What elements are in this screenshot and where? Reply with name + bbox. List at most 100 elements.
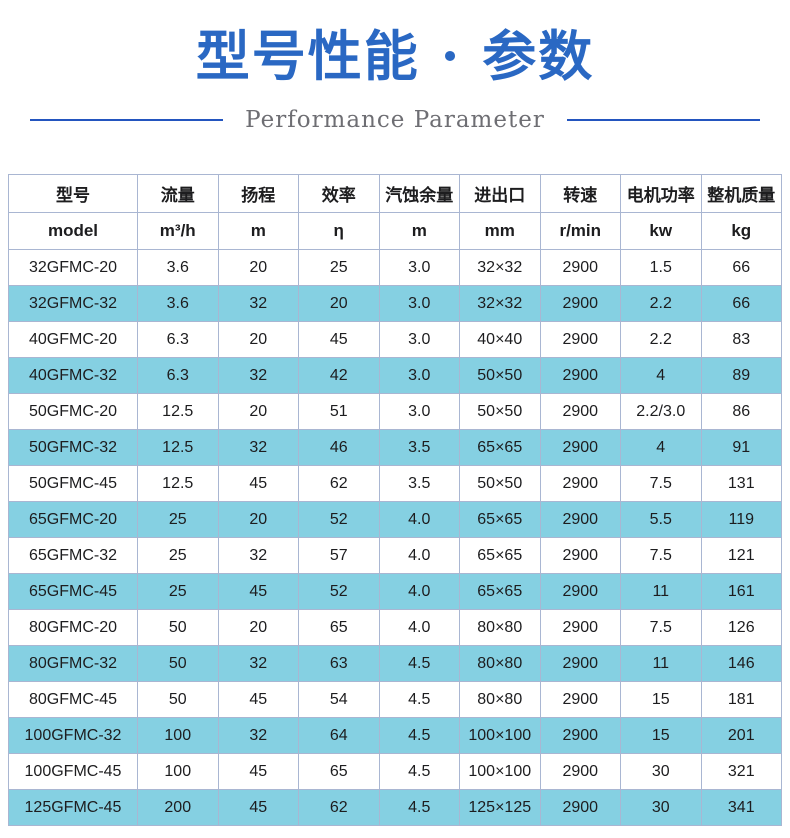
table-cell: 15 xyxy=(620,717,702,754)
table-cell: 2900 xyxy=(539,753,621,790)
model-cell: 100GFMC-32 xyxy=(8,717,138,754)
table-cell: 2900 xyxy=(539,285,621,322)
model-cell: 50GFMC-32 xyxy=(8,429,138,466)
table-cell: 3.5 xyxy=(378,465,460,502)
column-header: 型号 xyxy=(8,174,138,213)
model-cell: 80GFMC-45 xyxy=(8,681,138,718)
column-header: 流量 xyxy=(137,174,219,213)
table-cell: 50×50 xyxy=(459,465,541,502)
model-cell: 65GFMC-32 xyxy=(8,537,138,574)
table-cell: 1.5 xyxy=(620,249,702,286)
table-cell: 12.5 xyxy=(137,465,219,502)
table-row: 65GFMC-20 25 20 52 4.0 65×65 2900 5.5 119 xyxy=(8,501,782,538)
table-cell: 80×80 xyxy=(459,645,541,682)
table-cell: 80×80 xyxy=(459,681,541,718)
table-cell: 2.2 xyxy=(620,285,702,322)
table-cell: 15 xyxy=(620,681,702,718)
table-row: 80GFMC-32 50 32 63 4.5 80×80 2900 11 146 xyxy=(8,645,782,682)
table-cell: 11 xyxy=(620,573,702,610)
table-row: 40GFMC-32 6.3 32 42 3.0 50×50 2900 4 89 xyxy=(8,357,782,394)
table-cell: 321 xyxy=(700,753,782,790)
table-cell: 25 xyxy=(298,249,380,286)
table-cell: 2900 xyxy=(539,429,621,466)
table-cell: 45 xyxy=(217,789,299,826)
table-cell: 89 xyxy=(700,357,782,394)
table-cell: 50 xyxy=(137,681,219,718)
column-header: 整机质量 xyxy=(700,174,782,213)
table-cell: 25 xyxy=(137,537,219,574)
table-cell: 11 xyxy=(620,645,702,682)
table-cell: 4 xyxy=(620,357,702,394)
table-cell: 64 xyxy=(298,717,380,754)
table-cell: 2900 xyxy=(539,789,621,826)
table-cell: 63 xyxy=(298,645,380,682)
table-cell: 32×32 xyxy=(459,285,541,322)
table-cell: 100×100 xyxy=(459,717,541,754)
page-subtitle: Performance Parameter xyxy=(245,107,545,133)
table-row: 80GFMC-20 50 20 65 4.0 80×80 2900 7.5 126 xyxy=(8,609,782,646)
table-cell: 2900 xyxy=(539,573,621,610)
model-cell: 65GFMC-45 xyxy=(8,573,138,610)
table-cell: 7.5 xyxy=(620,537,702,574)
table-cell: 30 xyxy=(620,789,702,826)
table-cell: 6.3 xyxy=(137,321,219,358)
table-cell: 119 xyxy=(700,501,782,538)
unit-header: m xyxy=(378,212,460,250)
model-cell: 40GFMC-20 xyxy=(8,321,138,358)
table-cell: 20 xyxy=(217,249,299,286)
table-cell: 4.0 xyxy=(378,537,460,574)
table-cell: 20 xyxy=(217,609,299,646)
table-cell: 91 xyxy=(700,429,782,466)
table-cell: 65×65 xyxy=(459,537,541,574)
table-cell: 32 xyxy=(217,537,299,574)
table-cell: 2900 xyxy=(539,717,621,754)
model-cell: 50GFMC-20 xyxy=(8,393,138,430)
table-row: 40GFMC-20 6.3 20 45 3.0 40×40 2900 2.2 83 xyxy=(8,321,782,358)
table-cell: 40×40 xyxy=(459,321,541,358)
unit-header: m³/h xyxy=(137,212,219,250)
table-cell: 20 xyxy=(217,393,299,430)
table-cell: 3.0 xyxy=(378,285,460,322)
table-row: 80GFMC-45 50 45 54 4.5 80×80 2900 15 181 xyxy=(8,681,782,718)
table-cell: 45 xyxy=(217,573,299,610)
column-header: 扬程 xyxy=(217,174,299,213)
table-cell: 4.0 xyxy=(378,609,460,646)
table-cell: 4.5 xyxy=(378,789,460,826)
table-cell: 86 xyxy=(700,393,782,430)
table-row: 100GFMC-45 100 45 65 4.5 100×100 2900 30 321 xyxy=(8,753,782,790)
table-cell: 3.6 xyxy=(137,249,219,286)
table-cell: 12.5 xyxy=(137,393,219,430)
divider-line-right xyxy=(566,119,760,121)
table-cell: 200 xyxy=(137,789,219,826)
model-cell: 32GFMC-20 xyxy=(8,249,138,286)
unit-header: model xyxy=(8,212,138,250)
table-cell: 83 xyxy=(700,321,782,358)
table-cell: 2900 xyxy=(539,537,621,574)
divider-line-left xyxy=(30,119,224,121)
spec-table-head: 型号 流量 扬程 效率 汽蚀余量 进出口 转速 电机功率 整机质量 model m³/h m η m mm… xyxy=(8,174,782,250)
table-cell: 161 xyxy=(700,573,782,610)
table-cell: 30 xyxy=(620,753,702,790)
table-cell: 62 xyxy=(298,465,380,502)
model-cell: 65GFMC-20 xyxy=(8,501,138,538)
table-cell: 4.5 xyxy=(378,645,460,682)
unit-header: kw xyxy=(620,212,702,250)
table-cell: 4.5 xyxy=(378,753,460,790)
unit-header-row: model m³/h m η m mm r/min kw kg xyxy=(8,212,782,250)
table-cell: 2900 xyxy=(539,645,621,682)
table-cell: 100 xyxy=(137,753,219,790)
table-cell: 2.2 xyxy=(620,321,702,358)
table-row: 65GFMC-32 25 32 57 4.0 65×65 2900 7.5 121 xyxy=(8,537,782,574)
table-cell: 201 xyxy=(700,717,782,754)
table-cell: 66 xyxy=(700,249,782,286)
table-cell: 3.6 xyxy=(137,285,219,322)
table-row: 50GFMC-32 12.5 32 46 3.5 65×65 2900 4 91 xyxy=(8,429,782,466)
table-cell: 52 xyxy=(298,573,380,610)
table-row: 65GFMC-45 25 45 52 4.0 65×65 2900 11 161 xyxy=(8,573,782,610)
table-cell: 100 xyxy=(137,717,219,754)
table-cell: 2900 xyxy=(539,681,621,718)
column-header-row: 型号 流量 扬程 效率 汽蚀余量 进出口 转速 电机功率 整机质量 xyxy=(8,174,782,213)
table-cell: 45 xyxy=(217,681,299,718)
table-cell: 2900 xyxy=(539,609,621,646)
